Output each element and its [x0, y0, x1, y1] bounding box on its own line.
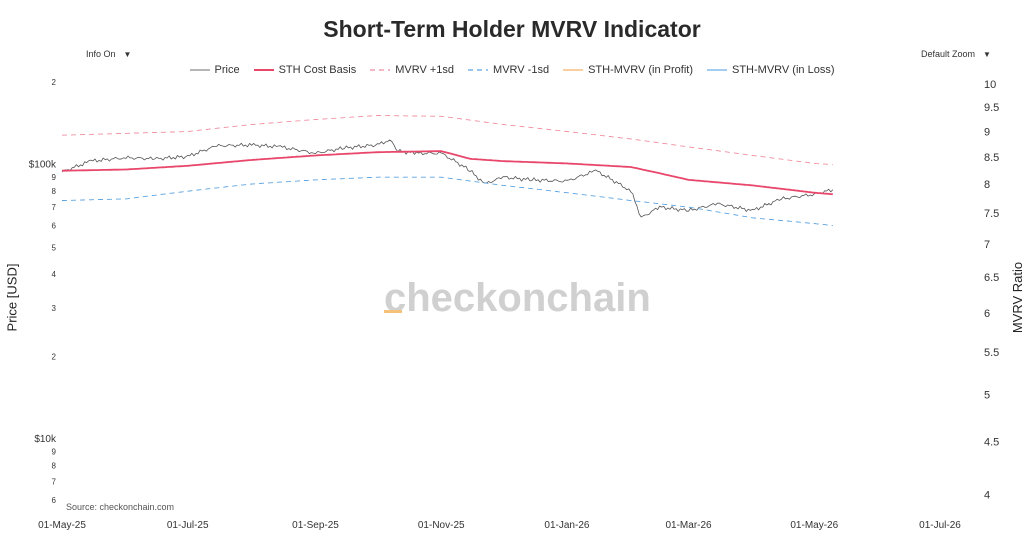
- info-on-label: Info On: [86, 49, 116, 59]
- legend-label-sth-mvrv-profit: STH-MVRV (in Profit): [588, 64, 693, 76]
- legend-item-price[interactable]: Price: [189, 64, 240, 76]
- watermark-accent: [384, 310, 402, 313]
- y-right-tick-label: 5: [984, 389, 990, 401]
- legend-item-sth-mvrv-loss[interactable]: STH-MVRV (in Loss): [707, 64, 834, 76]
- series-line-mvrv-plus-1sd: [61, 115, 833, 166]
- y-right-tick-label: 7.5: [984, 208, 999, 220]
- legend-label-mvrv-plus-1sd: MVRV +1sd: [395, 64, 455, 76]
- x-tick-label: 01-Mar-26: [665, 520, 712, 531]
- y-right-tick-label: 7: [984, 239, 990, 251]
- y-right-tick-label: 9: [984, 126, 990, 138]
- source-credit: Source: checkonchain.com: [66, 502, 175, 512]
- y-axis-left-title: Price [USD]: [4, 263, 20, 332]
- legend-item-mvrv-minus-1sd[interactable]: MVRV -1sd: [468, 64, 549, 76]
- default-zoom-label: Default Zoom: [921, 49, 976, 59]
- series-line-mvrv-minus-1sd: [62, 176, 833, 226]
- legend-item-mvrv-plus-1sd[interactable]: MVRV +1sd: [370, 64, 454, 76]
- x-tick-label: 01-Jul-26: [919, 520, 961, 531]
- y-left-tick-label: $10k: [34, 434, 57, 445]
- legend-item-sth-cost-basis[interactable]: STH Cost Basis: [253, 64, 357, 76]
- y-right-tick-label: 9.5: [984, 102, 999, 114]
- series-line-price: [61, 139, 834, 218]
- watermark-logo: checkonchain: [384, 276, 651, 320]
- x-tick-label: 01-Sep-25: [292, 520, 339, 531]
- info-on-dropdown[interactable]: Info On ▼: [86, 49, 131, 59]
- x-tick-label: 01-Jan-26: [544, 520, 589, 531]
- y-right-tick-label: 6: [984, 308, 990, 320]
- series-line-sth-cost-basis: [62, 150, 833, 196]
- legend-label-mvrv-minus-1sd: MVRV -1sd: [493, 64, 550, 76]
- y-right-tick-label: 5.5: [984, 347, 999, 359]
- y-left-tick-label: 6: [52, 496, 57, 505]
- y-left-tick-label: 4: [52, 270, 57, 279]
- y-left-tick-label: 7: [52, 203, 57, 212]
- y-left-tick-label: 6: [52, 222, 57, 231]
- chart-title: Short-Term Holder MVRV Indicator: [323, 16, 701, 42]
- chevron-down-icon: ▼: [983, 50, 991, 59]
- y-left-tick-label: 8: [52, 462, 57, 471]
- legend-item-sth-mvrv-profit[interactable]: STH-MVRV (in Profit): [563, 64, 693, 76]
- y-left-tick-label: 9: [52, 173, 57, 182]
- legend-swatch-sth-cost-basis: [253, 69, 274, 71]
- y-right-tick-label: 8.5: [984, 152, 999, 164]
- y-left-tick-label: 9: [52, 448, 57, 457]
- y-right-tick-label: 6.5: [984, 272, 999, 284]
- default-zoom-dropdown[interactable]: Default Zoom ▼: [921, 49, 991, 59]
- y-left-tick-label: 2: [52, 352, 57, 361]
- x-tick-label: 01-Nov-25: [418, 520, 465, 531]
- legend-label-price: Price: [214, 64, 240, 76]
- y-left-tick-label: 7: [52, 478, 57, 487]
- y-right-tick-label: 8: [984, 179, 990, 191]
- legend-label-sth-cost-basis: STH Cost Basis: [278, 64, 357, 76]
- y-right-tick-label: 4: [984, 489, 990, 501]
- y-left-tick-label: 5: [52, 243, 57, 252]
- chevron-down-icon: ▼: [123, 50, 132, 59]
- legend-swatch-mvrv-plus-1sd: [370, 69, 391, 71]
- chart-legend: Price STH Cost Basis MVRV +1sd MVRV -1sd…: [0, 64, 1024, 76]
- y-left-tick-label: $100k: [29, 160, 57, 171]
- y-axis-right-title: MVRV Ratio: [1010, 261, 1024, 334]
- legend-swatch-price: [189, 69, 210, 71]
- x-tick-label: 01-Jul-25: [167, 520, 209, 531]
- y-left-tick-label: 8: [52, 187, 57, 196]
- legend-label-sth-mvrv-loss: STH-MVRV (in Loss): [732, 64, 835, 76]
- y-left-tick-label: 2: [52, 78, 57, 87]
- y-left-tick-label: 3: [52, 304, 57, 313]
- legend-swatch-sth-mvrv-loss: [707, 69, 727, 71]
- legend-swatch-mvrv-minus-1sd: [468, 69, 489, 71]
- y-right-tick-label: 4.5: [984, 437, 999, 449]
- x-tick-label: 01-May-25: [38, 520, 86, 531]
- x-tick-label: 01-May-26: [790, 520, 838, 531]
- y-right-tick-label: 10: [984, 79, 996, 91]
- legend-swatch-sth-mvrv-profit: [563, 69, 584, 71]
